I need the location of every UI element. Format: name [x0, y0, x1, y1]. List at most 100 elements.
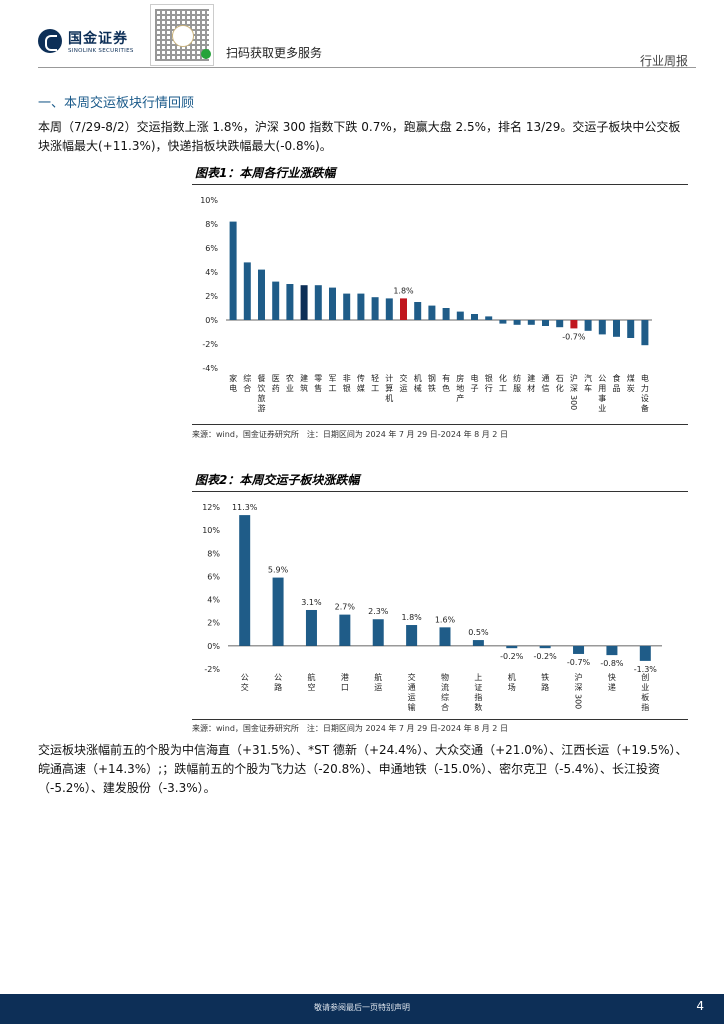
figure2-bottom-rule	[192, 719, 688, 720]
svg-text:港: 港	[341, 672, 349, 682]
data-label: 1.8%	[393, 286, 414, 295]
svg-text:业: 业	[598, 403, 606, 413]
category-label-机械: 机械	[414, 373, 422, 393]
svg-text:300: 300	[569, 395, 578, 410]
data-label: 1.8%	[401, 613, 422, 622]
data-label: -0.8%	[600, 659, 624, 668]
svg-text:色: 色	[442, 383, 450, 393]
summary-paragraph: 本周（7/29-8/2）交运指数上涨 1.8%，沪深 300 指数下跌 0.7%…	[38, 120, 681, 153]
y-tick-label: 0%	[205, 316, 218, 325]
logo-en-text: SINOLINK SECURITIES	[68, 48, 134, 54]
y-tick-label: 6%	[207, 572, 220, 581]
data-label: -0.7%	[562, 332, 586, 341]
svg-text:轻: 轻	[371, 373, 379, 383]
svg-text:公: 公	[241, 673, 249, 682]
category-label-电子: 电子	[471, 373, 479, 393]
category-label-纺服: 纺服	[513, 373, 521, 393]
svg-text:综: 综	[441, 692, 449, 702]
svg-text:信: 信	[542, 383, 550, 393]
category-label-食品: 食品	[613, 373, 621, 393]
bar-房地产	[456, 311, 464, 320]
svg-text:业: 业	[641, 682, 649, 692]
figure1-title: 图表1：本周各行业涨跌幅	[195, 166, 336, 180]
bar-建筑	[300, 285, 308, 320]
y-tick-label: -2%	[202, 340, 218, 349]
bar-煤炭	[627, 320, 635, 338]
svg-text:口: 口	[341, 683, 349, 692]
svg-text:交: 交	[400, 373, 408, 383]
svg-text:药: 药	[272, 383, 280, 393]
bar-交运	[400, 298, 407, 320]
bar-沪深300	[570, 320, 578, 329]
svg-text:交: 交	[241, 682, 249, 692]
category-label-通信: 通信	[542, 373, 550, 393]
category-label-机场: 机场	[508, 672, 516, 692]
bar-军工	[329, 287, 336, 320]
svg-text:铁: 铁	[541, 672, 549, 682]
data-label: 11.3%	[232, 503, 258, 512]
svg-text:建: 建	[300, 373, 308, 383]
svg-text:银: 银	[485, 373, 493, 383]
svg-text:食: 食	[613, 373, 621, 383]
svg-text:建: 建	[527, 373, 535, 383]
data-label: -1.3%	[634, 665, 658, 674]
svg-text:化: 化	[499, 373, 507, 383]
y-tick-label: 2%	[207, 619, 220, 628]
bar-航运	[372, 619, 384, 646]
svg-text:电: 电	[229, 383, 237, 393]
bar-钢铁	[428, 305, 436, 320]
bar-铁路	[539, 645, 551, 649]
svg-text:品: 品	[613, 384, 621, 393]
bar-公用事业	[598, 320, 606, 335]
svg-text:业: 业	[286, 383, 294, 393]
svg-text:力: 力	[641, 383, 649, 393]
logo-mark-icon	[38, 29, 62, 53]
page-number: 4	[696, 999, 704, 1013]
svg-text:医: 医	[272, 374, 280, 383]
bar-化工	[499, 320, 507, 324]
svg-text:媒: 媒	[357, 384, 365, 393]
category-label-公路: 公路	[274, 673, 282, 692]
svg-text:运: 运	[374, 683, 382, 692]
bar-纺服	[513, 320, 521, 325]
category-label-计算机: 计算机	[385, 373, 393, 403]
y-tick-label: 6%	[205, 244, 218, 253]
category-label-综合: 综合	[243, 373, 251, 393]
sinolink-logo: 国金证券 SINOLINK SECURITIES	[38, 28, 134, 54]
qr-code-icon[interactable]	[150, 4, 214, 66]
svg-text:用: 用	[598, 384, 606, 393]
bar-建材	[527, 320, 535, 325]
bar-综合	[243, 262, 251, 320]
figure1-top-rule	[192, 184, 688, 185]
svg-text:银: 银	[343, 383, 351, 393]
svg-text:地: 地	[456, 383, 464, 393]
svg-text:场: 场	[508, 683, 516, 692]
svg-text:钢: 钢	[428, 373, 436, 383]
svg-text:递: 递	[608, 682, 616, 692]
data-label: 1.6%	[435, 615, 456, 624]
bar-轻工	[371, 297, 379, 320]
bar-创业板指	[639, 645, 651, 661]
svg-text:运: 运	[400, 384, 408, 393]
y-tick-label: 10%	[202, 526, 220, 535]
category-label-家电: 家电	[229, 373, 237, 393]
svg-text:电: 电	[641, 373, 649, 383]
y-tick-label: 8%	[207, 549, 220, 558]
industry-change-chart: -4%-2%0%2%4%6%8%10%家电综合餐饮旅游医药农业建筑零售军工非银传…	[200, 196, 652, 413]
category-label-传媒: 传媒	[357, 373, 365, 393]
bar-港口	[339, 614, 351, 646]
bar-交通运输	[406, 625, 418, 646]
category-label-房地产: 房地产	[456, 373, 464, 403]
bar-沪深300	[573, 645, 585, 654]
category-label-化工: 化工	[499, 373, 507, 393]
svg-text:通: 通	[542, 373, 550, 383]
category-label-农业: 农业	[286, 373, 294, 393]
svg-text:深: 深	[570, 384, 578, 393]
data-label: -0.2%	[500, 652, 524, 661]
bar-非银	[343, 293, 351, 320]
category-label-铁路: 铁路	[541, 672, 549, 692]
y-tick-label: 8%	[205, 220, 218, 229]
